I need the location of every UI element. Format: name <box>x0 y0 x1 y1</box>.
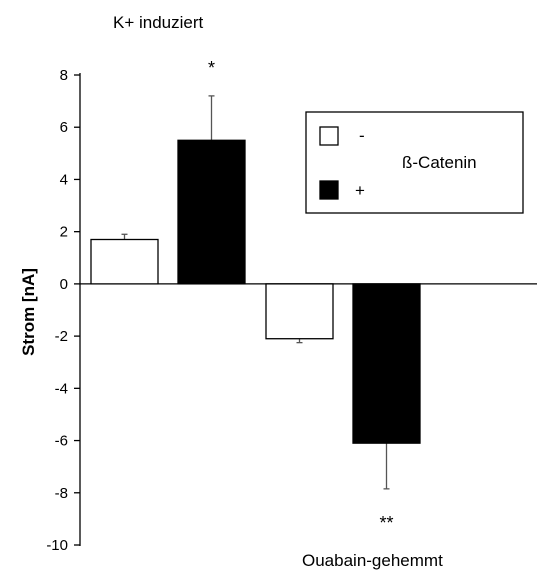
y-axis-label: Strom [nA] <box>19 268 38 356</box>
legend-swatch-minus <box>319 126 339 146</box>
legend-title: ß-Catenin <box>402 153 477 172</box>
bar <box>90 238 159 285</box>
y-tick-label: -10 <box>46 537 68 554</box>
y-tick-label: 8 <box>60 67 68 84</box>
y-tick-label: -8 <box>55 485 68 502</box>
bars <box>90 95 421 490</box>
y-tick-label: 2 <box>60 224 68 241</box>
group-annotation: Ouabain-gehemmt <box>302 551 443 570</box>
legend-swatch-plus <box>319 180 339 200</box>
y-tick-label: -2 <box>55 328 68 345</box>
significance-marker: ** <box>379 513 393 533</box>
y-tick-label: -6 <box>55 433 68 450</box>
y-tick-label: -4 <box>55 380 68 397</box>
bar <box>177 139 246 285</box>
y-tick-label: 0 <box>60 276 68 293</box>
legend-box <box>305 111 524 214</box>
legend-label-plus: + <box>355 181 365 200</box>
y-tick-label: 4 <box>60 171 68 188</box>
y-tick-label: 6 <box>60 119 68 136</box>
legend-label-minus: - <box>359 126 365 145</box>
legend: - ß-Catenin + <box>305 111 524 214</box>
significance-marker: * <box>208 58 215 78</box>
bar <box>265 283 334 340</box>
group-annotation: K+ induziert <box>113 13 204 32</box>
bar <box>352 283 421 444</box>
